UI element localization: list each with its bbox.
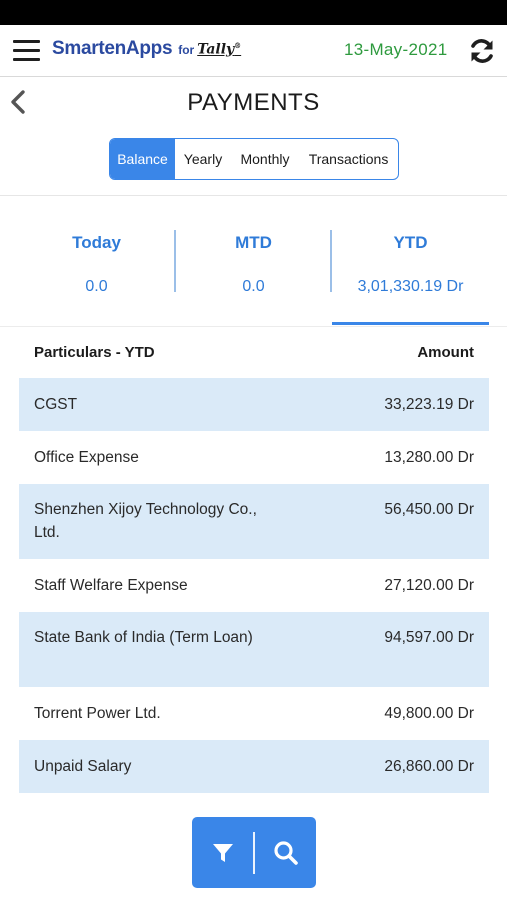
divider xyxy=(0,326,507,327)
page-title: PAYMENTS xyxy=(187,89,320,116)
table-row[interactable]: Torrent Power Ltd. 49,800.00 Dr xyxy=(19,687,489,740)
table-row[interactable]: Shenzhen Xijoy Technology Co., Ltd. 56,4… xyxy=(19,484,489,559)
fab-separator xyxy=(253,831,255,874)
table-row[interactable]: Unpaid Salary 26,860.00 Dr xyxy=(19,740,489,793)
row-amount: 33,223.19 Dr xyxy=(384,396,474,413)
row-particulars: CGST xyxy=(34,396,78,413)
row-particulars: Shenzhen Xijoy Technology Co., Ltd. xyxy=(34,501,257,541)
payments-table: Particulars - YTD Amount CGST 33,223.19 … xyxy=(19,327,489,793)
title-row: PAYMENTS xyxy=(0,78,507,130)
filter-icon xyxy=(212,843,233,862)
chevron-left-icon[interactable] xyxy=(8,88,28,116)
tab-yearly[interactable]: Yearly xyxy=(183,151,223,167)
row-particulars: Torrent Power Ltd. xyxy=(34,705,161,722)
row-particulars: Office Expense xyxy=(34,449,139,466)
filter-button[interactable] xyxy=(192,817,253,888)
summary-selected-indicator xyxy=(332,322,489,325)
brand-tally: Tally® xyxy=(197,41,242,58)
period-summary: Today 0.0 MTD 0.0 YTD 3,01,330.19 Dr xyxy=(0,196,507,326)
tab-balance[interactable]: Balance xyxy=(110,139,175,179)
search-icon xyxy=(273,840,298,865)
row-amount: 56,450.00 Dr xyxy=(384,501,474,518)
row-amount: 13,280.00 Dr xyxy=(384,449,474,466)
row-amount: 26,860.00 Dr xyxy=(384,758,474,775)
summary-mtd-label: MTD xyxy=(235,233,272,252)
app-header: SmartenApps for Tally® 13-May-2021 xyxy=(0,25,507,77)
summary-today-value: 0.0 xyxy=(85,278,108,295)
filter-search-fab xyxy=(192,817,316,888)
summary-ytd-label: YTD xyxy=(393,233,428,252)
summary-separator xyxy=(330,230,332,292)
summary-mtd[interactable]: MTD 0.0 xyxy=(176,196,331,326)
summary-separator xyxy=(174,230,176,292)
table-row[interactable]: Staff Welfare Expense 27,120.00 Dr xyxy=(19,559,489,612)
hamburger-menu-icon[interactable] xyxy=(13,40,40,61)
brand-name: SmartenApps xyxy=(52,38,173,59)
table-header: Particulars - YTD Amount xyxy=(19,327,489,378)
row-amount: 49,800.00 Dr xyxy=(384,705,474,722)
column-header-particulars: Particulars - YTD xyxy=(34,344,155,361)
status-bar xyxy=(0,0,507,25)
table-row[interactable]: Office Expense 13,280.00 Dr xyxy=(19,431,489,484)
tab-transactions[interactable]: Transactions xyxy=(308,151,389,167)
header-date: 13-May-2021 xyxy=(344,40,448,59)
summary-today[interactable]: Today 0.0 xyxy=(18,196,175,326)
view-tabs: Balance Yearly Monthly Transactions xyxy=(109,138,399,180)
summary-ytd-value: 3,01,330.19 Dr xyxy=(357,278,464,295)
summary-today-label: Today xyxy=(72,233,121,252)
row-particulars: Staff Welfare Expense xyxy=(34,577,188,594)
row-amount: 94,597.00 Dr xyxy=(384,629,474,646)
row-amount: 27,120.00 Dr xyxy=(384,577,474,594)
brand-for: for xyxy=(178,43,195,57)
tab-monthly[interactable]: Monthly xyxy=(240,151,290,167)
divider xyxy=(0,195,507,196)
table-row[interactable]: State Bank of India (Term Loan) 94,597.0… xyxy=(19,612,489,687)
row-particulars: State Bank of India (Term Loan) xyxy=(34,629,253,646)
refresh-icon[interactable] xyxy=(468,37,496,65)
table-row[interactable]: CGST 33,223.19 Dr xyxy=(19,378,489,431)
brand-logo: SmartenApps for Tally® xyxy=(52,38,241,62)
summary-ytd[interactable]: YTD 3,01,330.19 Dr xyxy=(332,196,489,326)
summary-mtd-value: 0.0 xyxy=(242,278,265,295)
row-particulars: Unpaid Salary xyxy=(34,758,132,775)
search-button[interactable] xyxy=(255,817,316,888)
column-header-amount: Amount xyxy=(417,344,474,361)
